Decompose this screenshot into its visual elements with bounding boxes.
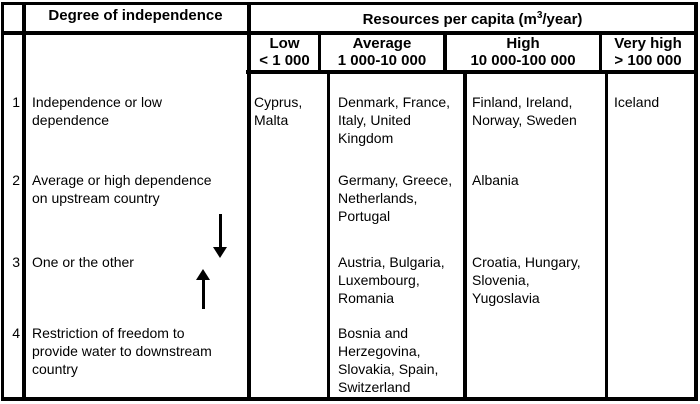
category-label: Low [269,35,300,52]
table-top-border [1,2,697,5]
degree-resources-divider [247,2,251,401]
average-cell: Bosnia and Herzegovina, Slovakia, Spain,… [338,325,439,395]
row-number: 1 [12,94,20,110]
number-column-divider [22,2,26,401]
average-cell: Germany, Greece, Netherlands, Portugal [338,172,453,224]
high-cell: Croatia, Hungary, Slovenia, Yugoslavia [472,254,581,306]
resources-column-header: Resources per capita (m3/year) [251,6,694,30]
very-high-cell: Iceland [614,94,660,110]
low-cell: Cyprus, Malta [254,94,303,128]
table-bottom-border [1,397,697,401]
row-number: 2 [12,172,20,188]
degree-cell: Restriction of freedom to provide water … [32,325,212,377]
average-cell: Austria, Bulgaria, Luxembourg, Romania [338,254,445,306]
body-high-veryhigh-divider [605,70,608,401]
category-label: Very high [614,35,682,52]
down-arrow-shaft [219,214,222,248]
table-right-border [694,2,698,401]
table-left-border [1,2,4,401]
row-number: 3 [12,254,20,270]
body-low-average-divider [327,70,330,401]
category-range: < 1 000 [259,52,310,69]
down-arrow-head [213,247,227,258]
category-range: 10 000-100 000 [470,52,576,69]
average-cell: Denmark, France, Italy, United Kingdom [338,94,451,146]
degree-column-header: Degree of independence [48,7,223,24]
resources-header-text: Resources per capita (m [362,11,537,28]
category-label: High [506,35,540,52]
category-range: 1 000-10 000 [337,52,427,69]
category-header-high: High 10 000-100 000 [447,35,599,69]
degree-cell: Average or high dependence on upstream c… [32,172,212,206]
up-arrow-shaft [202,280,205,309]
up-arrow-head [196,269,210,280]
resources-header-unit: /year) [542,11,583,28]
degree-cell: One or the other [32,254,134,270]
header-high-veryhigh-divider [599,31,602,74]
category-header-very-high: Very high > 100 000 [602,35,694,69]
category-range: > 100 000 [614,52,682,69]
category-header-average: Average 1 000-10 000 [321,35,443,69]
degree-cell: Independence or low dependence [32,94,162,128]
high-cell: Finland, Ireland, Norway, Sweden [472,94,577,128]
superscript-3: 3 [536,10,543,21]
category-row-divider [246,70,696,74]
header-low-average-divider [318,31,321,74]
high-cell: Albania [472,172,519,188]
row-number: 4 [12,325,20,341]
body-average-high-divider [463,70,467,401]
header-average-high-divider [443,31,447,74]
category-header-low: Low < 1 000 [251,35,318,69]
category-label: Average [352,35,412,52]
header-row-divider [1,31,697,35]
